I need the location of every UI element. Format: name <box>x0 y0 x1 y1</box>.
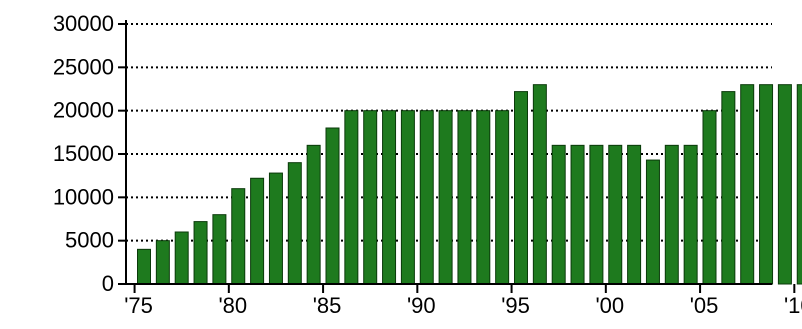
y-tick-label: 15000 <box>53 141 114 166</box>
y-tick-label: 25000 <box>53 54 114 79</box>
bar-1976 <box>155 240 170 285</box>
x-tick-label: '95 <box>501 293 530 318</box>
bar-1985 <box>325 127 340 285</box>
bar-1986 <box>344 110 359 285</box>
x-axis-ticks: '75 '80 '85 '90 '95 '00 '05 '10 <box>124 284 802 318</box>
bar-1998 <box>570 144 585 285</box>
bar-2002 <box>645 159 660 285</box>
bar-2008 <box>759 84 774 285</box>
bar-2004 <box>683 144 698 285</box>
bars <box>137 84 802 285</box>
bar-1978 <box>193 221 208 285</box>
x-tick-label: '85 <box>313 293 342 318</box>
x-tick-label: '10 <box>784 293 802 318</box>
y-tick-label: 20000 <box>53 98 114 123</box>
bar-1991 <box>438 110 453 285</box>
bar-1990 <box>419 110 434 285</box>
bar-1981 <box>250 177 265 285</box>
bar-1994 <box>495 110 510 285</box>
bar-1995 <box>514 91 528 285</box>
x-tick-label: '75 <box>124 293 153 318</box>
bar-1987 <box>363 110 378 285</box>
bar-2005 <box>702 110 717 285</box>
bar-2000 <box>608 144 623 285</box>
bar-1982 <box>268 172 283 285</box>
bar-2009 <box>777 84 792 285</box>
bar-1993 <box>476 110 491 285</box>
x-tick-label: '80 <box>218 293 247 318</box>
bar-1977 <box>174 231 189 285</box>
bar-1979 <box>212 214 227 285</box>
bar-1980 <box>231 188 246 285</box>
bar-1989 <box>400 110 415 285</box>
bar-1984 <box>306 144 321 285</box>
bar-1997 <box>551 144 566 285</box>
bar-2007 <box>740 84 755 285</box>
y-tick-label: 30000 <box>53 11 114 36</box>
y-axis-ticks: 0 5000 10000 15000 20000 25000 30000 <box>53 11 126 296</box>
x-tick-label: '90 <box>407 293 436 318</box>
y-tick-label: 5000 <box>65 228 114 253</box>
bar-1996 <box>532 84 547 285</box>
x-tick-label: '00 <box>595 293 624 318</box>
bar-2001 <box>627 144 642 285</box>
y-tick-label: 0 <box>102 271 114 296</box>
bar-2010 <box>796 84 802 285</box>
bar-1988 <box>382 110 397 285</box>
y-tick-label: 10000 <box>53 184 114 209</box>
bar-1999 <box>589 144 604 285</box>
x-tick-label: '05 <box>690 293 719 318</box>
bar-1983 <box>287 162 302 285</box>
bar-1992 <box>457 110 472 285</box>
bar-1975 <box>137 248 151 285</box>
bar-2006 <box>721 91 736 285</box>
bar-2003 <box>664 144 679 285</box>
